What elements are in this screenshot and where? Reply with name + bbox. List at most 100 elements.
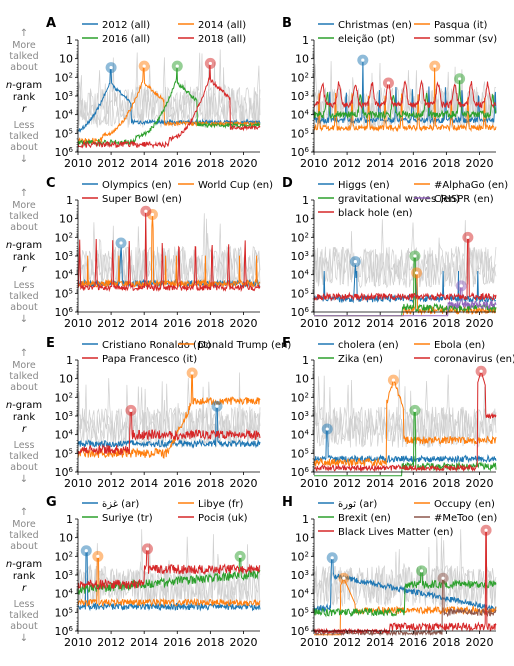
less-talked-about: talked (9, 451, 38, 462)
x-tick-label: 2014 (130, 636, 158, 649)
legend-label: coronavirus (en) (434, 354, 514, 365)
x-tick-label: 2014 (366, 157, 394, 170)
x-tick-label: 2016 (399, 636, 427, 649)
more-talked-about: talked (9, 530, 38, 541)
y-tick-label: 1 (66, 34, 73, 47)
background-trace (77, 381, 261, 448)
peak-marker-center (330, 556, 334, 560)
y-tick-label: 103 (291, 569, 309, 582)
x-tick-label: 2016 (163, 317, 191, 330)
series-line (313, 370, 497, 473)
y-tick-label: 1 (302, 513, 309, 526)
panel-letter: D (282, 176, 293, 191)
less-talked-about: talked (9, 131, 38, 142)
y-tick-label: 1 (66, 354, 73, 367)
background-trace (77, 377, 261, 448)
x-tick-label: 2012 (333, 636, 361, 649)
panel-letter: C (46, 176, 56, 191)
less-talked-about: Less (14, 440, 35, 451)
panel-letter: E (46, 336, 55, 351)
legend-label: 2016 (all) (102, 34, 150, 45)
legend-label: Zika (en) (338, 354, 383, 365)
x-tick-label: 2010 (64, 317, 92, 330)
legend-label: غزة (ar) (102, 499, 139, 510)
peak-marker-center (109, 65, 113, 70)
y-tick-label: 10 (295, 373, 309, 386)
legend-label: ثورة (ar) (338, 499, 377, 510)
r-label: r (22, 264, 27, 275)
y-tick-label: 1 (66, 194, 73, 207)
peak-marker-center (433, 64, 437, 68)
y-tick-label: 103 (55, 410, 73, 423)
y-tick-label: 1 (302, 34, 309, 47)
x-tick-label: 2018 (432, 477, 460, 490)
series-line (313, 570, 497, 618)
peak-marker-center (342, 576, 346, 580)
x-tick-label: 2016 (163, 636, 191, 649)
x-tick-label: 2010 (64, 477, 92, 490)
legend-label: 2012 (all) (102, 20, 150, 31)
x-tick-label: 2012 (333, 477, 361, 490)
series-line (77, 409, 261, 456)
x-tick-label: 2018 (196, 636, 224, 649)
series-line (77, 65, 261, 144)
y-tick-label: 10 (59, 213, 73, 226)
y-tick-label: 104 (291, 588, 310, 601)
legend-label: Occupy (en) (434, 499, 495, 510)
more-talked-about: talked (9, 211, 38, 222)
x-tick-label: 2014 (366, 477, 394, 490)
less-talked-about: talked (9, 610, 38, 621)
y-tick-label: 106 (291, 625, 310, 638)
y-tick-label: 106 (55, 466, 74, 479)
x-tick-label: 2012 (333, 317, 361, 330)
legend-label: Ebola (en) (434, 340, 485, 351)
r-label: r (22, 104, 27, 115)
y-tick-label: 104 (291, 109, 310, 122)
series-line (313, 60, 497, 125)
peak-marker-center (413, 408, 417, 412)
x-tick-label: 2016 (163, 157, 191, 170)
peak-marker-center (96, 554, 100, 558)
peak-marker-center (484, 528, 488, 532)
background-trace (313, 69, 497, 129)
legend-label: gravitational waves (en) (338, 194, 460, 205)
less-talked-about: Less (14, 120, 35, 131)
legend-label: CRISPR (en) (434, 194, 494, 205)
y-tick-label: 10 (295, 53, 309, 66)
less-talked-about: Less (14, 280, 35, 291)
more-talked-about: about (10, 222, 38, 233)
more-talked-about: about (10, 382, 38, 393)
y-tick-label: 103 (55, 250, 73, 263)
peak-marker-center (119, 241, 123, 245)
peak-marker-center (353, 260, 357, 264)
x-tick-label: 2020 (465, 636, 493, 649)
more-talked-about: about (10, 541, 38, 552)
series-line (313, 66, 497, 133)
y-tick-label: 104 (55, 109, 74, 122)
less-talked-about: talked (9, 291, 38, 302)
rank-label: rank (13, 571, 36, 582)
arrow-down: ↓ (20, 314, 28, 325)
series-line (77, 405, 261, 449)
series-line (314, 285, 497, 317)
y-tick-label: 105 (291, 606, 309, 619)
background-trace (77, 223, 261, 288)
legend-label: Black Lives Matter (en) (338, 527, 453, 538)
background-trace (77, 53, 261, 128)
y-tick-label: 102 (55, 231, 73, 244)
peak-marker-center (190, 371, 194, 375)
more-talked-about: More (12, 360, 36, 371)
x-tick-label: 2018 (432, 636, 460, 649)
peak-marker-center (413, 254, 417, 258)
x-tick-label: 2014 (366, 636, 394, 649)
more-talked-about: talked (9, 51, 38, 62)
arrow-down: ↓ (20, 154, 28, 165)
x-tick-label: 2018 (432, 317, 460, 330)
less-talked-about: about (10, 462, 38, 473)
x-tick-label: 2014 (366, 317, 394, 330)
ngram-label: n-gram (6, 240, 42, 251)
